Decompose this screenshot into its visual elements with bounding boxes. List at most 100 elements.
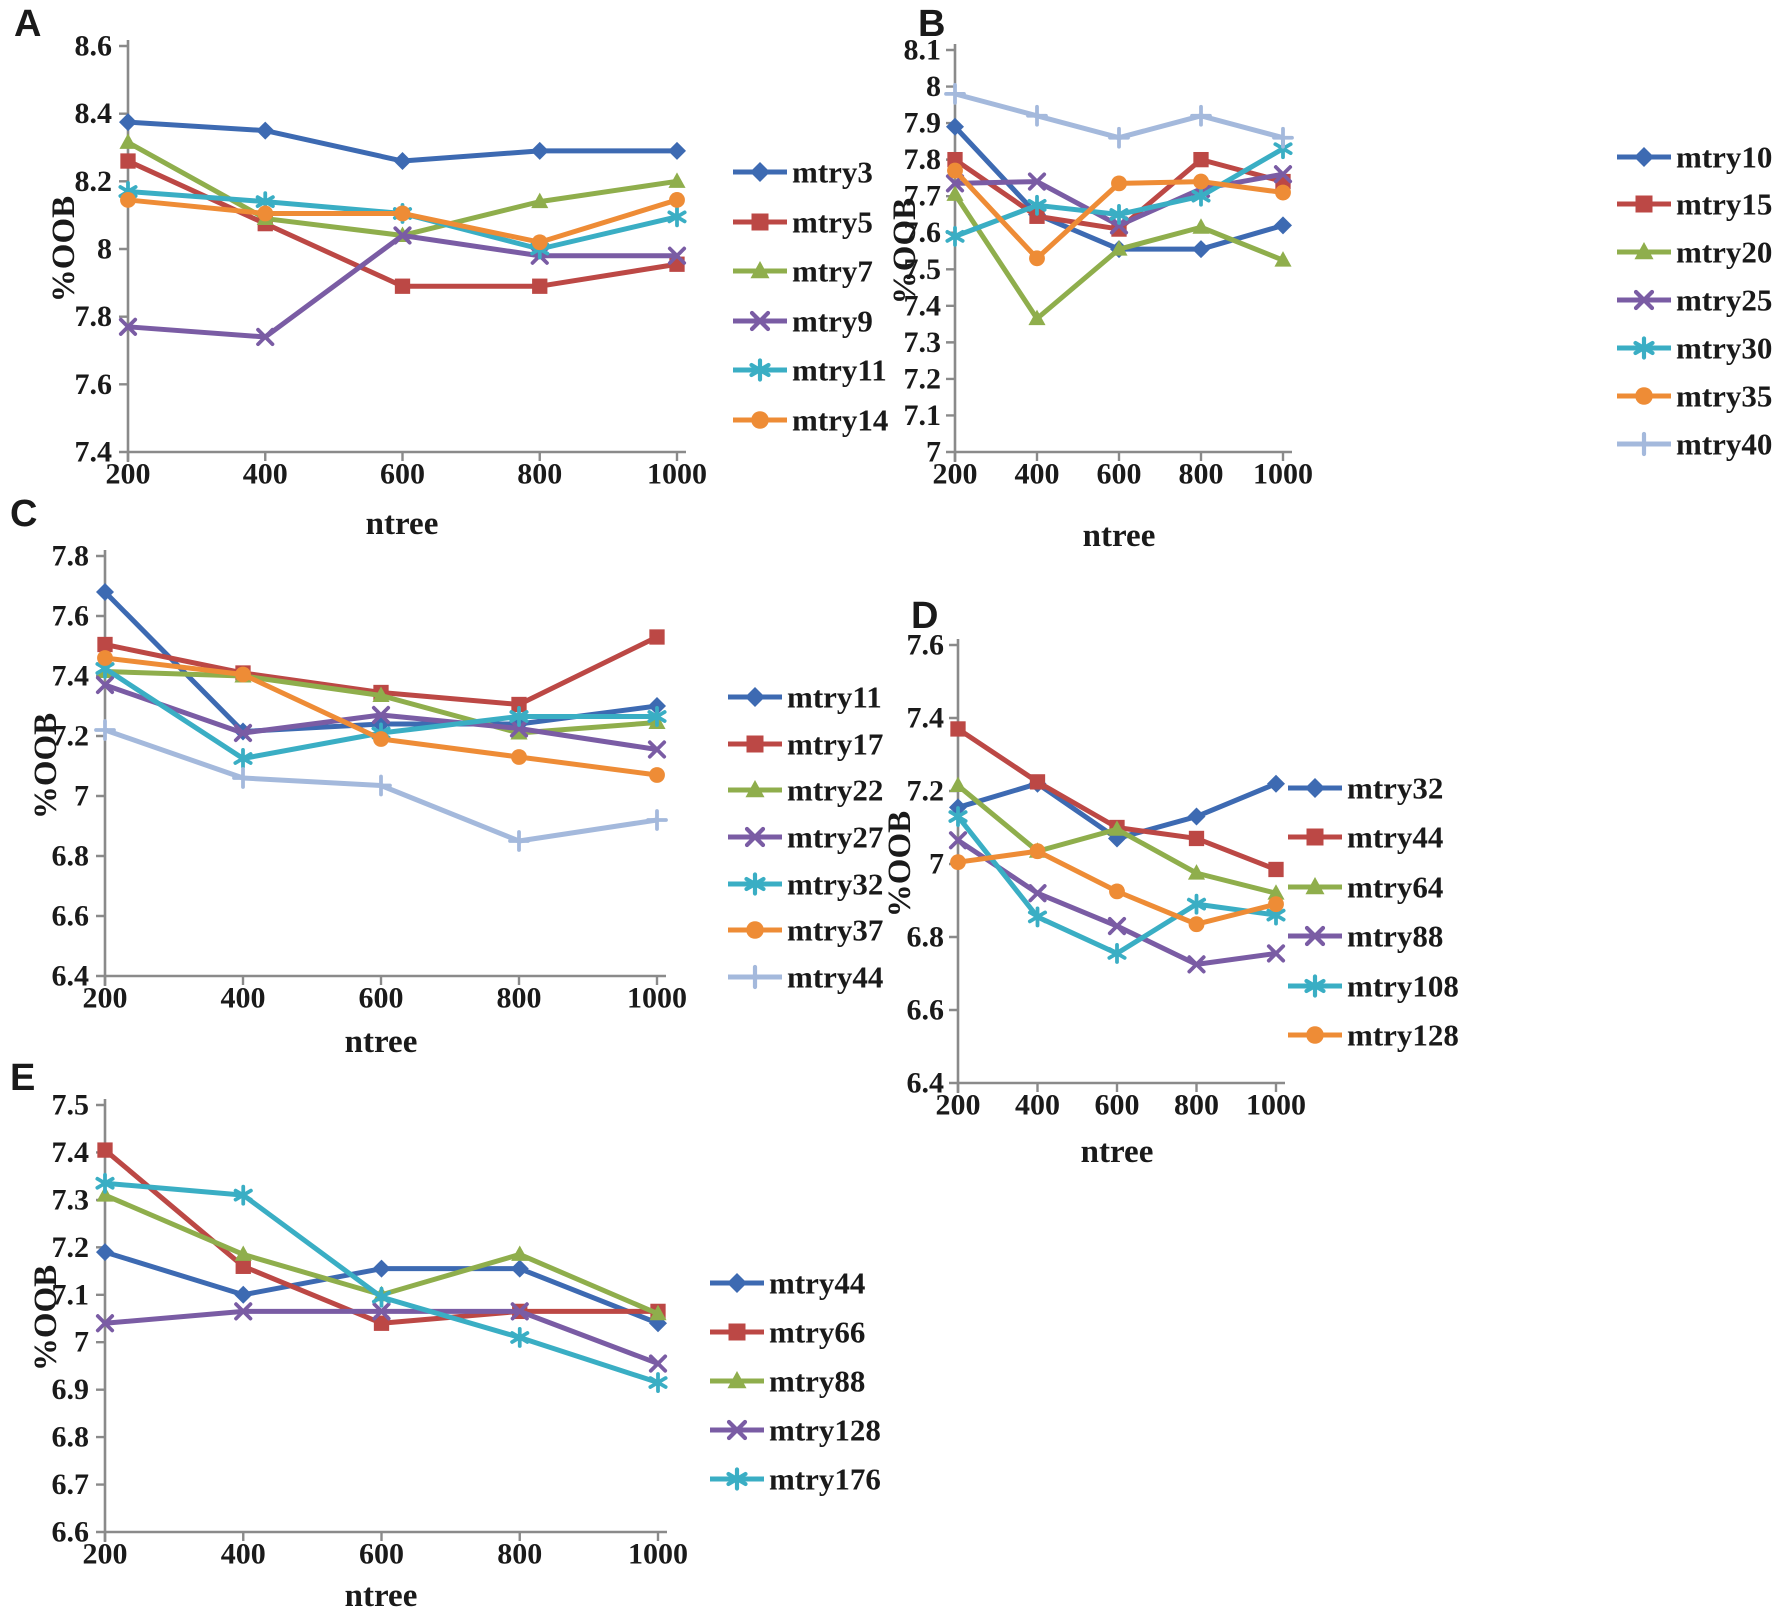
diamond-marker-icon	[234, 1285, 253, 1304]
panel-label: B	[918, 3, 945, 45]
square-marker-icon	[235, 1258, 251, 1274]
circle-marker-icon	[257, 205, 274, 222]
diamond-marker-icon	[96, 1243, 114, 1262]
triangle-marker-icon	[1192, 218, 1210, 234]
panel-label: A	[14, 3, 41, 45]
x-marker-icon	[234, 1302, 253, 1321]
legend-label: mtry176	[769, 1462, 881, 1497]
x-axis-title: ntree	[345, 1578, 418, 1610]
triangle-marker-icon	[511, 1245, 529, 1261]
legend-item-mtry5: mtry5	[733, 205, 873, 240]
diamond-marker-icon	[256, 121, 275, 140]
triangle-marker-icon	[372, 686, 390, 702]
legend-label: mtry40	[1676, 427, 1772, 462]
y-axis-title: %OOB	[887, 198, 923, 304]
x-tick-label: 800	[517, 458, 562, 491]
x-tick-label: 1000	[628, 1538, 688, 1571]
x-tick-label: 600	[359, 982, 404, 1015]
asterisk-marker-icon	[948, 806, 968, 827]
triangle-marker-icon	[949, 776, 967, 793]
plus-marker-icon	[742, 964, 768, 990]
y-ticks	[119, 44, 128, 454]
plus-marker-icon	[1272, 126, 1294, 149]
x-marker-icon	[1633, 289, 1655, 311]
y-axis-title: %OOB	[46, 196, 82, 302]
triangle-marker-icon	[1634, 242, 1654, 260]
square-marker-icon	[511, 696, 527, 713]
x-ticks	[103, 1532, 660, 1541]
asterisk-marker-icon	[233, 748, 253, 769]
triangle-marker-icon	[946, 185, 964, 201]
circle-marker-icon	[669, 192, 685, 208]
asterisk-marker-icon	[744, 872, 766, 896]
asterisk-marker-icon	[945, 225, 965, 247]
x-marker-icon	[726, 1419, 748, 1441]
x-tick-label: 800	[497, 1538, 542, 1571]
legend-item-mtry64: mtry64	[1288, 870, 1443, 905]
series-mtry20	[946, 185, 1292, 326]
triangle-marker-icon	[119, 133, 137, 149]
legend-label: mtry14	[792, 403, 888, 438]
triangle-marker-icon	[1267, 884, 1285, 900]
x-tick-label: 400	[243, 458, 288, 491]
x-axis-title: ntree	[1083, 518, 1156, 554]
legend: mtry10 mtry15 mtry20 mtry25 mtry30 mtry35 mtry…	[1617, 140, 1772, 462]
plus-marker-icon	[94, 719, 116, 741]
square-marker-icon	[746, 735, 764, 753]
diamond-marker-icon	[372, 1259, 391, 1278]
series-line-mtry44	[956, 726, 1277, 872]
square-marker-icon	[728, 1323, 746, 1341]
legend-item-mtry37: mtry37	[728, 913, 883, 948]
legend-label: mtry88	[769, 1364, 865, 1399]
legend-label: mtry32	[1347, 771, 1443, 806]
y-tick-label: 7.5	[52, 1089, 90, 1122]
legend-item-mtry44: mtry44	[710, 1266, 865, 1301]
diamond-marker-icon	[1305, 778, 1325, 798]
legend-item-mtry9: mtry9	[733, 304, 873, 339]
asterisk-marker-icon	[749, 358, 771, 382]
legend-item-mtry30: mtry30	[1617, 331, 1772, 366]
legend-label: mtry108	[1347, 969, 1459, 1004]
circle-marker-icon	[1275, 184, 1291, 201]
x-tick-label: 600	[359, 1538, 404, 1571]
x-marker-icon	[1304, 925, 1326, 947]
series-mtry88	[948, 831, 1286, 974]
legend-item-mtry15: mtry15	[1617, 187, 1772, 222]
legend: mtry3 mtry5 mtry7 mtry9 mtry11 mtry14	[733, 155, 888, 438]
y-tick-label: 8.1	[904, 34, 942, 67]
x-tick-label: 400	[1015, 458, 1060, 491]
legend-item-mtry44: mtry44	[1288, 820, 1443, 855]
triangle-marker-icon	[1028, 309, 1046, 326]
legend-item-mtry40: mtry40	[1617, 427, 1772, 462]
y-tick-label: 7.4	[52, 1136, 90, 1169]
y-tick-label: 8.2	[75, 165, 113, 198]
x-tick-label: 800	[1174, 1089, 1219, 1122]
x-tick-label: 600	[380, 458, 425, 491]
series-mtry3	[119, 113, 686, 171]
y-tick-label: 6.6	[52, 1516, 90, 1549]
legend: mtry11 mtry17 mtry22 mtry27 mtry32 mtry37 mtry…	[728, 680, 883, 995]
legend-label: mtry35	[1676, 379, 1772, 414]
x-ticks	[956, 1083, 1278, 1092]
legend-item-mtry176: mtry176	[710, 1462, 881, 1497]
asterisk-marker-icon	[233, 1184, 253, 1206]
legend-label: mtry25	[1676, 283, 1772, 318]
x-tick-label: 400	[221, 982, 266, 1015]
y-tick-label: 8	[926, 70, 941, 103]
y-tick-label: 7.5	[904, 253, 942, 286]
diamond-marker-icon	[1187, 807, 1206, 826]
x-marker-icon	[256, 327, 275, 347]
panel-label: C	[10, 493, 37, 535]
legend-item-mtry88: mtry88	[1288, 919, 1443, 954]
x-tick-label: 200	[83, 1538, 128, 1571]
series-mtry14	[120, 192, 685, 251]
plus-marker-icon	[1631, 431, 1657, 457]
legend: mtry32 mtry44 mtry64 mtry88 mtry108 mtry128	[1288, 771, 1459, 1053]
legend-item-mtry66: mtry66	[710, 1315, 865, 1350]
legend-label: mtry37	[787, 913, 883, 948]
x-axis-title: ntree	[1081, 1134, 1154, 1170]
asterisk-marker-icon	[1027, 194, 1047, 216]
legend-item-mtry27: mtry27	[728, 820, 883, 855]
legend-item-mtry20: mtry20	[1617, 235, 1772, 270]
